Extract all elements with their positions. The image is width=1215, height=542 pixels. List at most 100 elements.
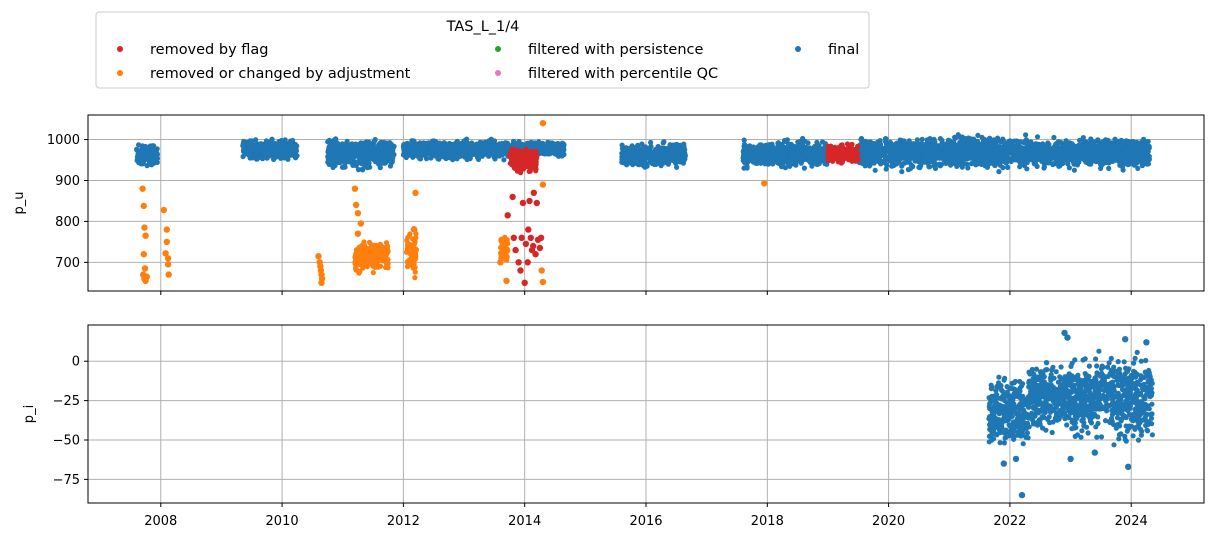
data-point [740,153,747,159]
data-point [872,167,878,173]
data-point [992,162,998,169]
data-point [358,140,364,146]
legend-label-final: final [828,42,859,58]
data-point [619,159,625,165]
legend-marker-percentile [495,70,501,76]
data-point [1112,136,1118,142]
data-point [363,139,369,145]
data-point [345,147,351,153]
legend-label-removed-by-adjustment: removed or changed by adjustment [150,66,411,82]
data-point [279,149,285,155]
data-point [249,138,255,144]
data-point [1075,142,1081,149]
data-point [625,157,631,163]
data-point [799,155,805,161]
series-final [134,132,1152,175]
data-point [1000,136,1006,142]
data-point [741,165,747,171]
data-point [278,155,284,161]
data-point [293,154,299,160]
data-point [809,163,815,169]
data-point [661,156,667,162]
data-point [387,140,393,146]
data-point [344,140,350,146]
data-point [626,145,633,151]
data-point [524,141,530,147]
data-point [355,149,361,155]
legend-label-percentile: filtered with percentile QC [528,66,718,82]
data-point [433,148,439,154]
data-point [359,144,365,150]
data-point [149,155,155,162]
data-point [980,138,987,144]
data-point [450,142,456,148]
data-point [800,135,806,142]
data-point [266,144,272,150]
data-point [501,157,507,163]
data-point [428,155,434,161]
data-point [1024,166,1030,172]
data-point [916,164,922,170]
data-point [919,136,925,142]
data-point [818,146,824,152]
data-point [774,152,780,158]
data-point [555,141,561,147]
data-point [137,153,143,159]
data-point [438,144,444,150]
data-point [560,140,566,146]
data-point [328,158,334,165]
data-point [329,142,335,148]
data-point [641,150,647,156]
data-point [742,144,748,150]
data-point [378,145,384,151]
data-point [776,143,782,150]
data-point [444,153,450,159]
data-point [801,165,808,171]
data-point [959,141,965,147]
legend-marker-removed-by-flag [117,46,123,52]
data-point [418,141,424,147]
data-point [466,150,472,156]
data-point [437,140,443,146]
data-point [479,153,485,159]
data-point [266,153,273,159]
data-point [354,159,360,165]
data-point [359,166,365,172]
data-point [795,150,801,156]
data-point [555,146,561,152]
data-point [376,161,382,167]
data-point [243,148,249,154]
data-point [640,145,646,151]
data-point [144,148,150,154]
data-point [445,148,451,155]
data-point [255,143,261,149]
data-point [1009,148,1016,154]
data-point [414,145,420,151]
data-point [914,137,921,143]
data-point [1108,141,1114,147]
data-point [421,147,427,153]
data-point [499,150,505,156]
data-point [1050,161,1056,167]
data-point [289,138,295,144]
data-point [793,157,799,163]
data-point [339,164,346,170]
data-point [282,145,288,151]
data-point [333,136,339,142]
data-point [254,150,260,156]
data-point [962,135,968,142]
data-point [485,148,491,154]
data-point [672,158,679,164]
data-point [775,159,781,165]
data-point [681,151,687,157]
data-point [1071,167,1077,173]
data-point [269,138,275,144]
legend: TAS_L_1/4 removed by flag removed or cha… [95,11,870,89]
data-point [899,169,905,175]
data-point [788,156,794,162]
data-point [1100,141,1106,147]
data-point [358,159,364,165]
legend-label-removed-by-flag: removed by flag [150,42,269,58]
